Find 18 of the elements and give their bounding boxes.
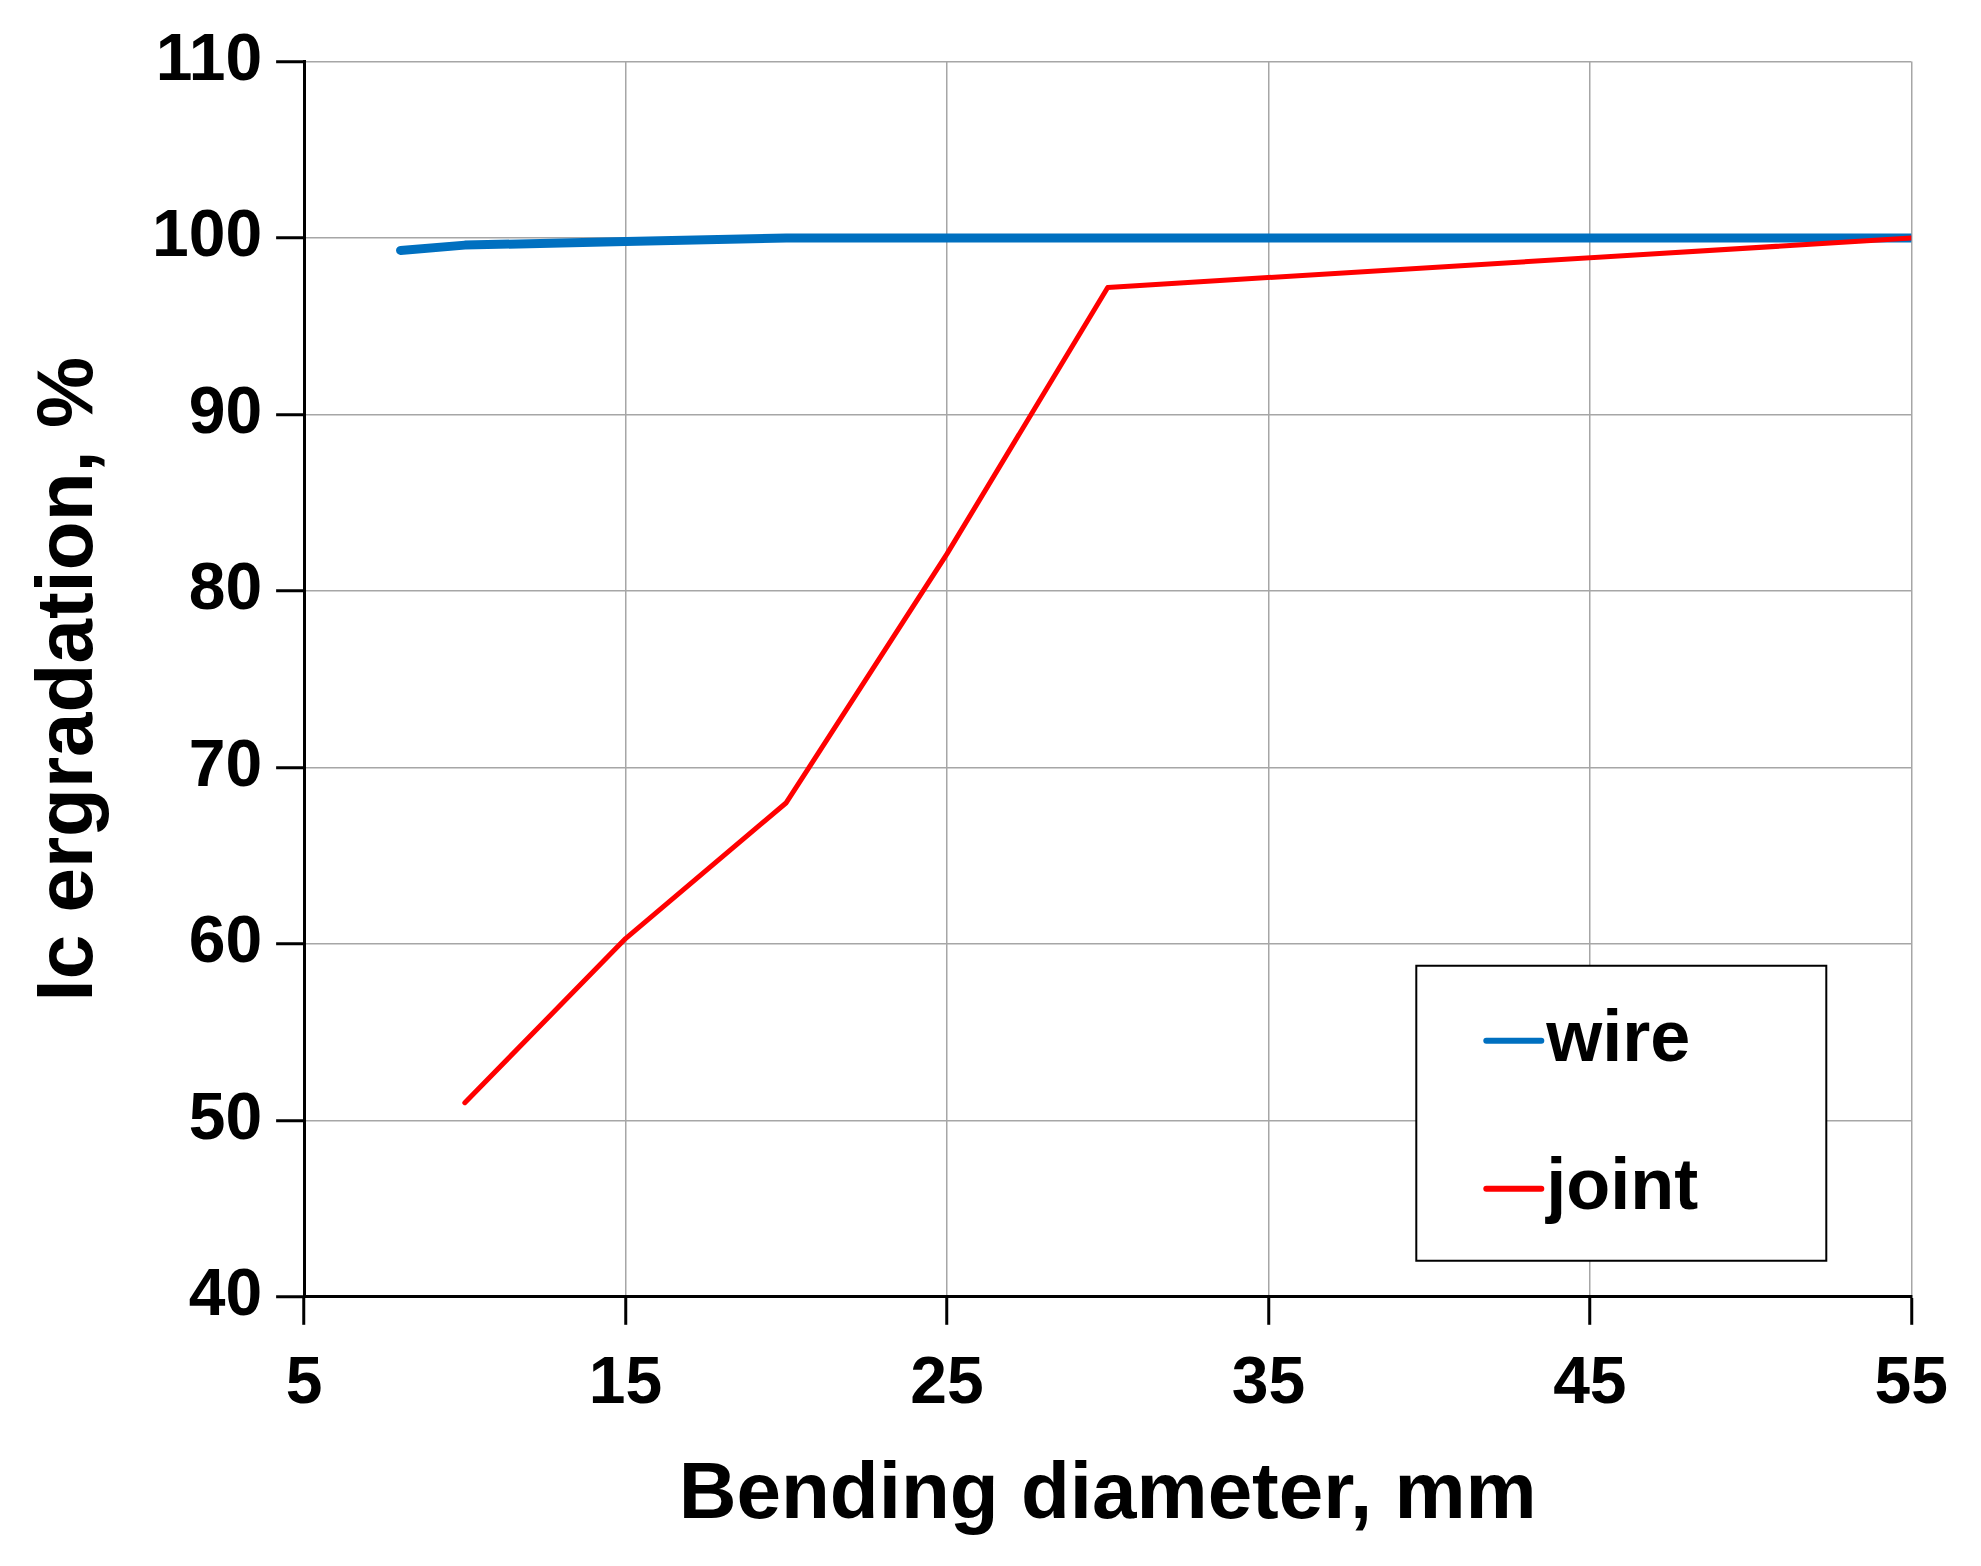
y-tick-label: 100 <box>151 196 263 271</box>
y-tick-label: 60 <box>188 902 263 977</box>
y-tick-label: 110 <box>155 19 263 94</box>
legend-label: joint <box>1544 1143 1699 1224</box>
x-axis-title: Bending diameter, mm <box>678 1446 1537 1536</box>
x-tick-label: 55 <box>1874 1342 1948 1417</box>
y-tick-label: 40 <box>188 1255 263 1329</box>
x-tick-label: 35 <box>1231 1342 1306 1417</box>
x-tick-label: 45 <box>1553 1342 1627 1417</box>
y-tick-label: 50 <box>188 1078 263 1153</box>
legend-label: wire <box>1545 995 1691 1076</box>
y-axis-title: Ic ergradation, % <box>20 356 110 1002</box>
y-tick-label: 90 <box>188 372 263 447</box>
x-tick-label: 5 <box>285 1342 323 1417</box>
y-tick-label: 80 <box>188 549 263 624</box>
x-tick-label: 25 <box>910 1342 984 1417</box>
y-tick-label: 70 <box>188 725 263 800</box>
x-tick-label: 15 <box>588 1342 663 1417</box>
